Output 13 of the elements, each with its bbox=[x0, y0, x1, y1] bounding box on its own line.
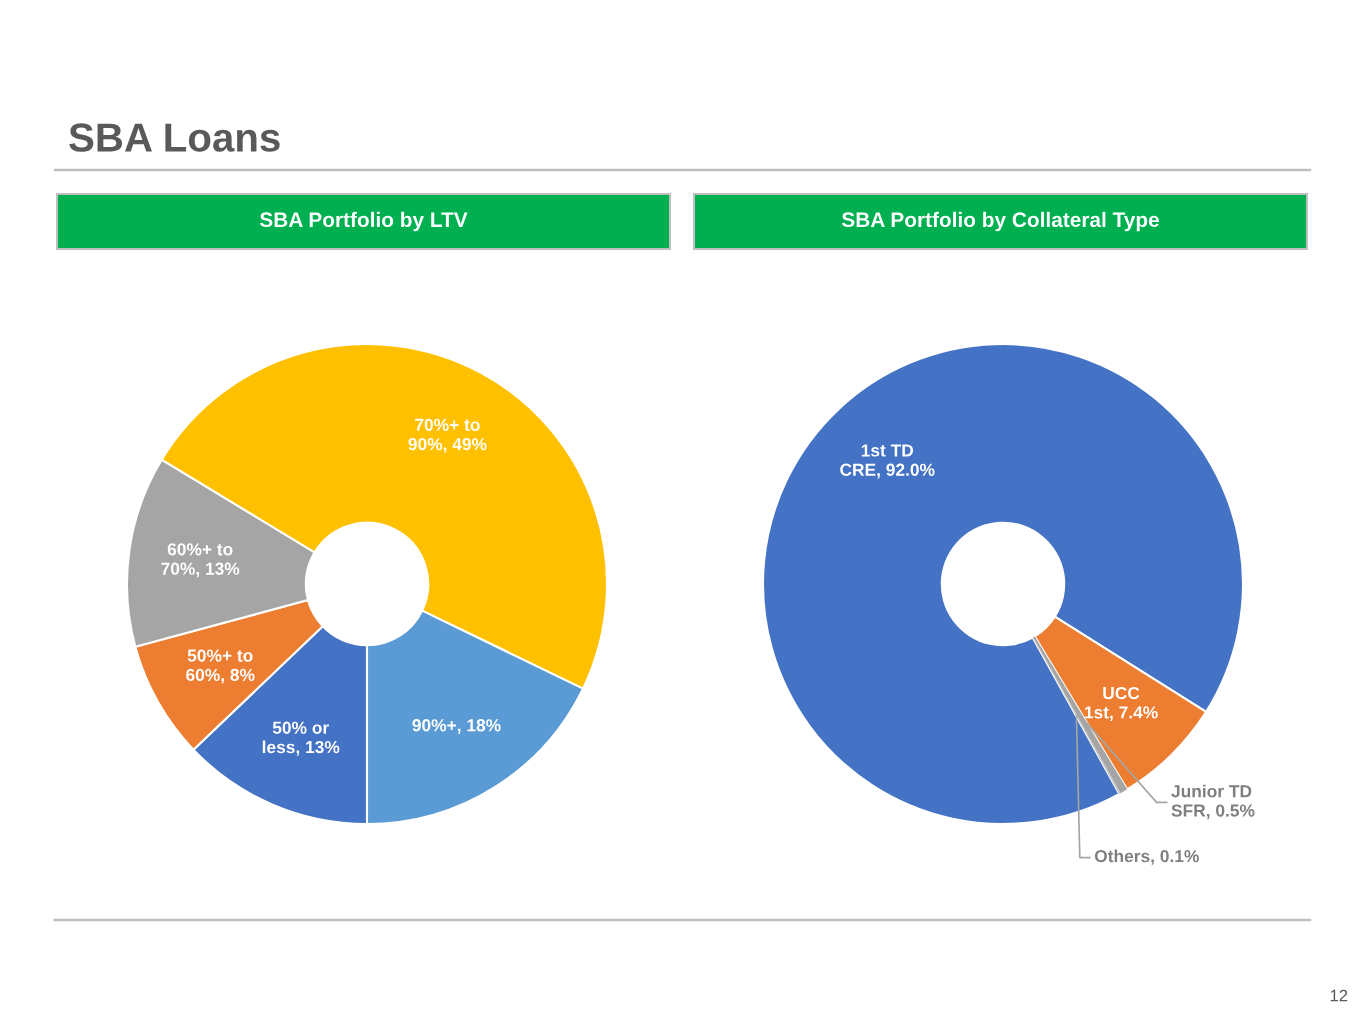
text: 12 bbox=[1330, 989, 1348, 1002]
slice-label: 50%+ to 60%, 8% bbox=[186, 649, 255, 684]
chart-title: SBA Portfolio by LTV bbox=[259, 211, 468, 232]
text: SBA Loans bbox=[69, 123, 280, 152]
slice-label: Junior TD SFR, 0.5% bbox=[1171, 784, 1255, 820]
chart-title: SBA Portfolio by Collateral Type bbox=[841, 211, 1159, 232]
slice-label: 90%+, 18% bbox=[412, 719, 501, 734]
slice-label: 70%+ to 90%, 49% bbox=[408, 418, 487, 453]
slice-label: UCC 1st, 7.4% bbox=[1084, 686, 1158, 722]
slice-label: Others, 0.1% bbox=[1094, 849, 1199, 865]
slice-label: 60%+ to 70%, 13% bbox=[161, 543, 240, 578]
slice-label: 1st TD CRE, 92.0% bbox=[840, 444, 935, 479]
slice-label: 50% or less, 13% bbox=[262, 721, 340, 756]
